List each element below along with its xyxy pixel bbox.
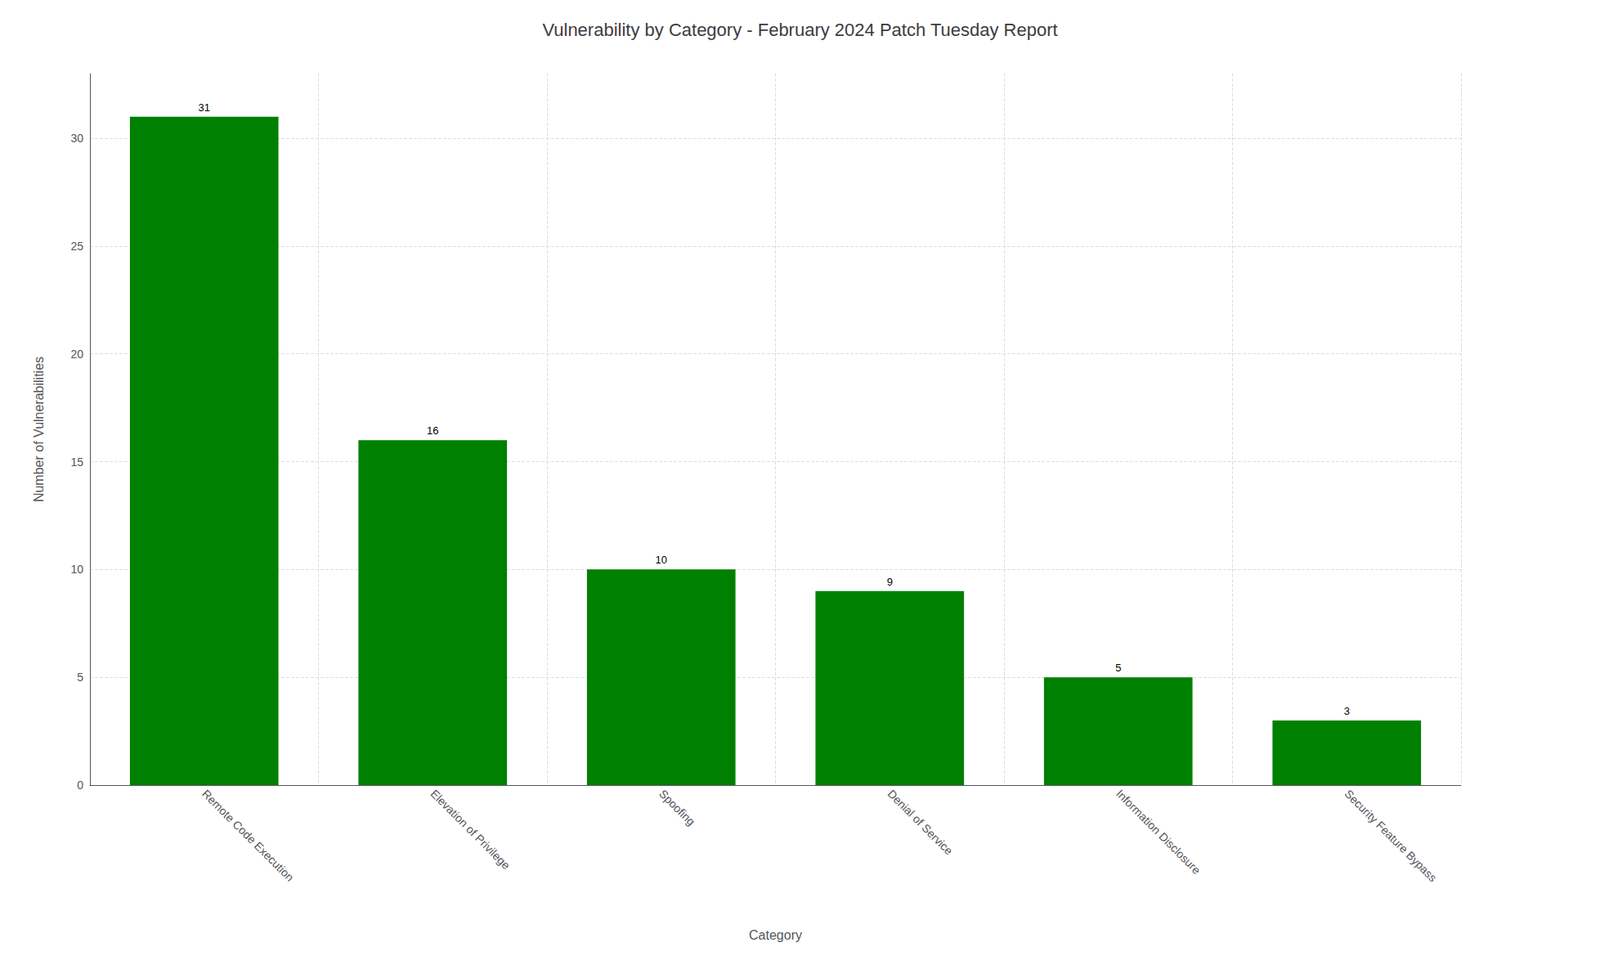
- svg-text:15: 15: [70, 455, 84, 469]
- svg-text:9: 9: [887, 575, 893, 588]
- svg-text:20: 20: [70, 347, 84, 361]
- svg-text:0: 0: [76, 778, 84, 792]
- svg-text:30: 30: [70, 131, 84, 145]
- svg-text:3: 3: [1344, 704, 1350, 718]
- svg-text:Vulnerability by Category - Fe: Vulnerability by Category - February 202…: [542, 19, 1058, 41]
- svg-text:Elevation of Privilege: Elevation of Privilege: [428, 786, 514, 872]
- svg-text:Number of Vulnerabilities: Number of Vulnerabilities: [31, 356, 46, 502]
- svg-text:Spoofing: Spoofing: [656, 786, 698, 828]
- svg-text:31: 31: [198, 101, 211, 114]
- svg-text:10: 10: [655, 553, 668, 566]
- svg-text:Category: Category: [748, 927, 803, 942]
- svg-text:16: 16: [426, 424, 439, 437]
- svg-text:5: 5: [76, 670, 84, 684]
- svg-text:25: 25: [70, 239, 84, 253]
- svg-text:5: 5: [1115, 661, 1121, 674]
- svg-text:Remote Code Execution: Remote Code Execution: [199, 786, 297, 884]
- svg-text:Security Feature Bypass: Security Feature Bypass: [1342, 786, 1440, 884]
- svg-text:10: 10: [70, 562, 84, 576]
- svg-text:Denial of Service: Denial of Service: [885, 786, 956, 857]
- svg-text:Information Disclosure: Information Disclosure: [1113, 786, 1204, 877]
